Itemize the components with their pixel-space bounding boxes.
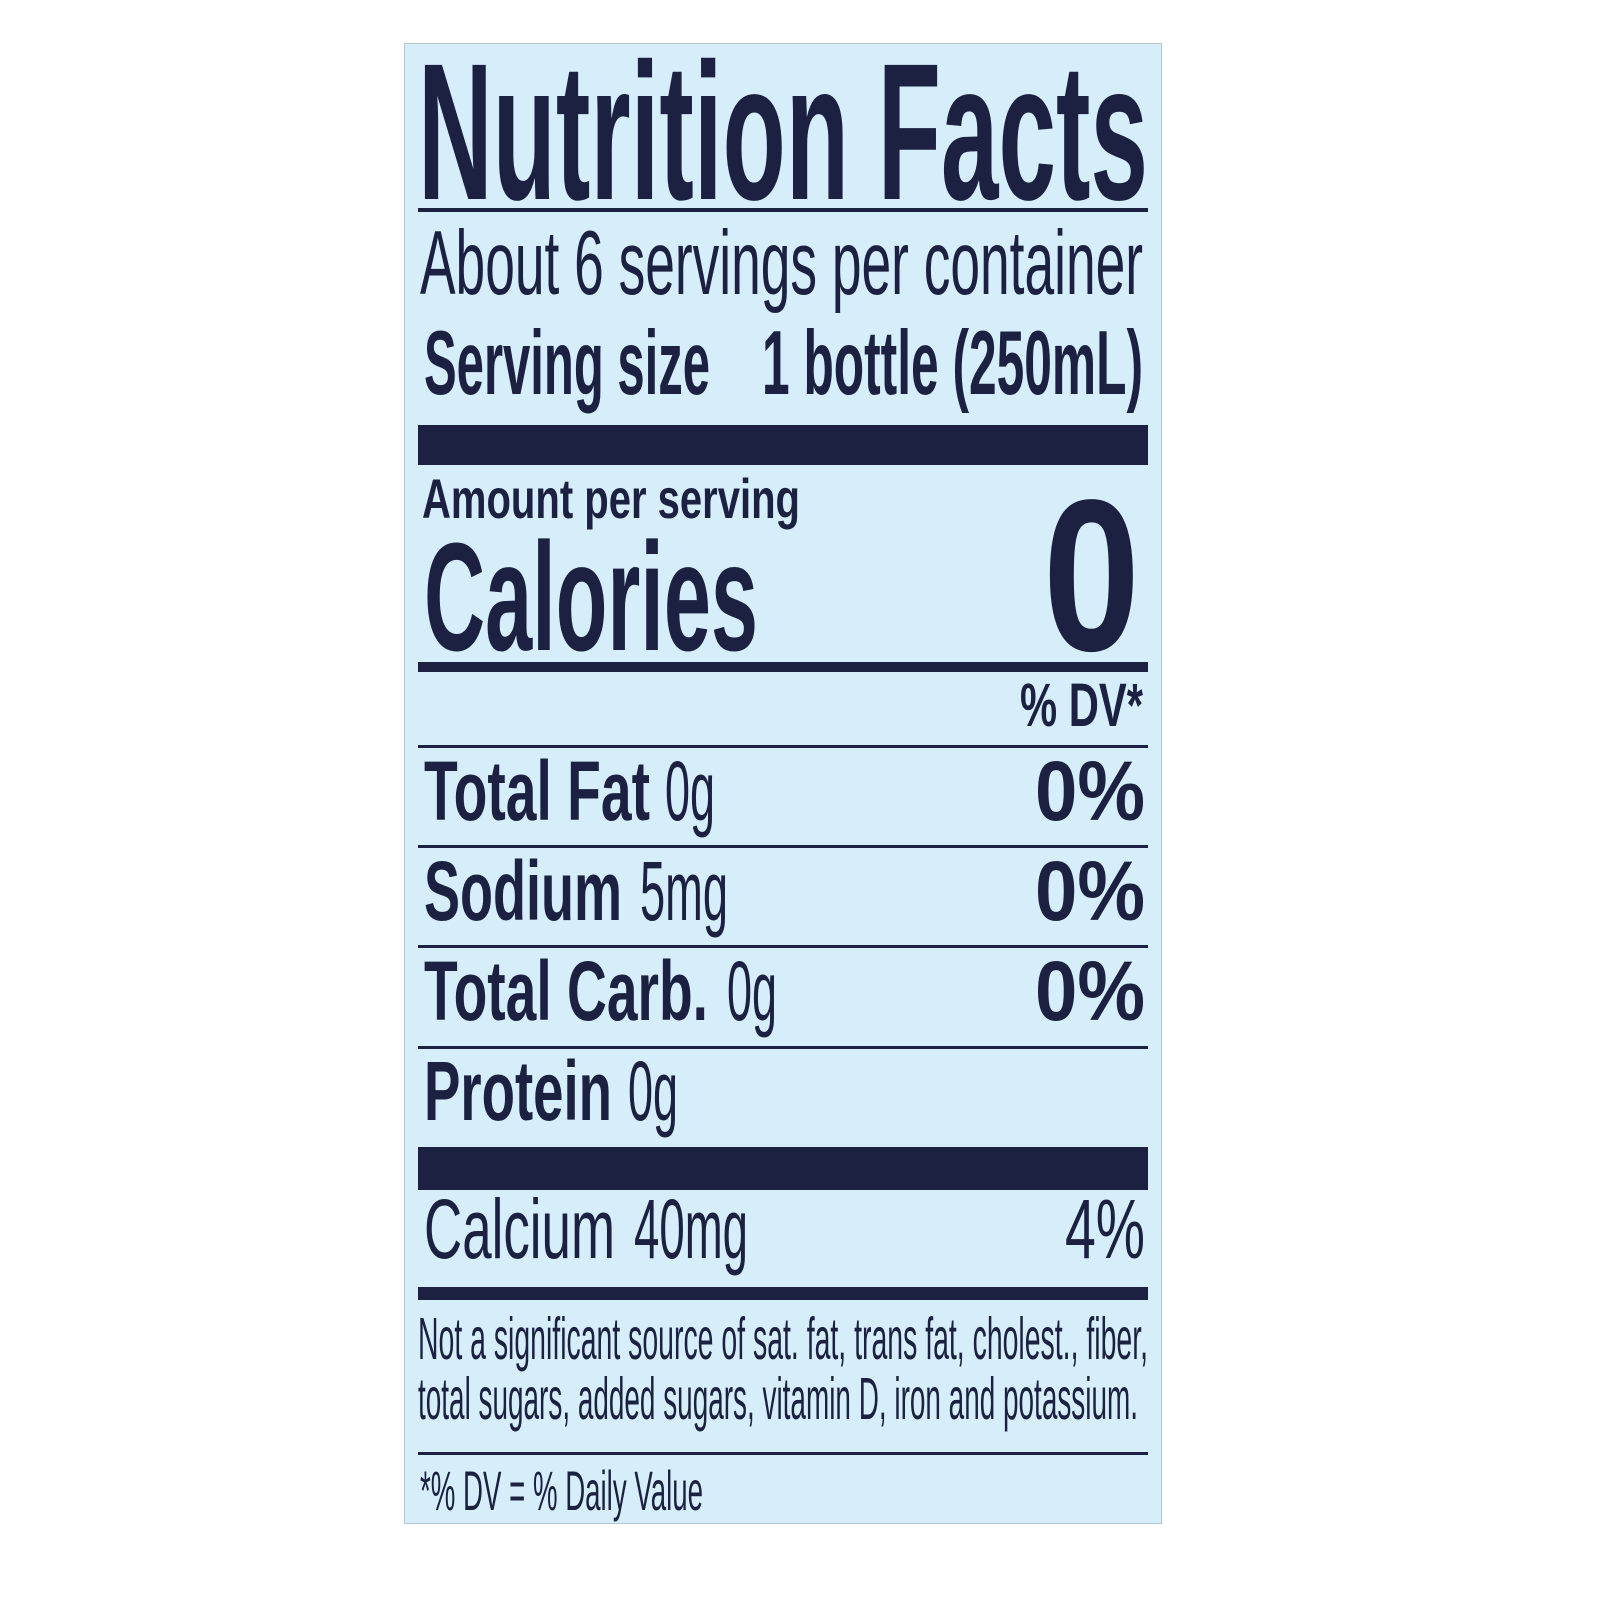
divider-calories: [418, 662, 1148, 672]
nutrient-dv: 0%: [1035, 844, 1145, 938]
label-title: Nutrition Facts: [418, 23, 1148, 241]
divider-footnote: [418, 1452, 1148, 1455]
nutrition-facts-panel: [404, 43, 1162, 1524]
nutrient-name: Sodium: [424, 844, 622, 938]
nutrient-name: Total Fat: [424, 744, 650, 838]
thick-bar-mid: [418, 1147, 1148, 1190]
nutrient-dv: 0%: [1035, 744, 1145, 838]
amount-per-serving: Amount per serving: [422, 467, 800, 530]
mineral-name: Calcium: [424, 1182, 615, 1276]
calories-label: Calories: [424, 511, 758, 683]
divider-row: [418, 1046, 1148, 1049]
mineral-amount: 40mg: [634, 1182, 748, 1276]
divider-dv: [418, 745, 1148, 748]
nutrient-amount: 0g: [628, 1044, 678, 1138]
calories-value: 0: [1043, 454, 1140, 696]
nutrient-name: Protein: [424, 1044, 612, 1138]
divider-calcium: [418, 1287, 1148, 1300]
divider-title: [418, 208, 1148, 212]
dv-header: % DV*: [1020, 671, 1143, 739]
dv-definition: *% DV = % Daily Value: [420, 1459, 703, 1522]
servings-per-container: About 6 servings per container: [420, 213, 1143, 314]
nutrient-name: Total Carb.: [424, 944, 708, 1038]
serving-size-value: 1 bottle (250mL): [762, 313, 1143, 414]
footnote-line-1: Not a significant source of sat. fat, tr…: [418, 1306, 1148, 1372]
nutrient-amount: 0g: [727, 944, 777, 1038]
nutrient-dv: 0%: [1035, 944, 1145, 1038]
divider-row: [418, 845, 1148, 848]
nutrient-amount: 5mg: [640, 844, 728, 938]
divider-row: [418, 945, 1148, 948]
nutrient-amount: 0g: [665, 744, 715, 838]
thick-bar-top: [418, 425, 1148, 465]
mineral-dv: 4%: [1065, 1182, 1145, 1276]
footnote-line-2: total sugars, added sugars, vitamin D, i…: [418, 1366, 1138, 1432]
serving-size-label: Serving size: [424, 313, 710, 414]
